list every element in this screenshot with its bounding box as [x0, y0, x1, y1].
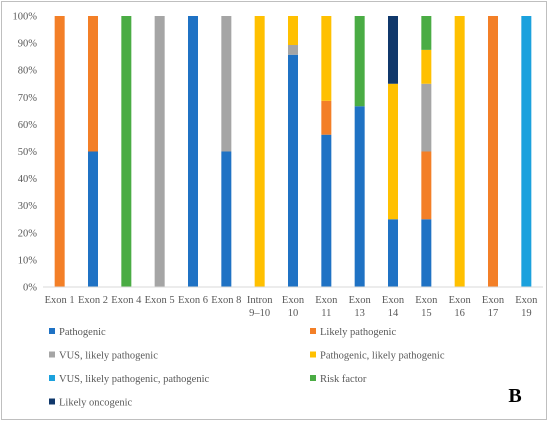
bar-segment [521, 16, 532, 287]
x-tick-label: Exon [282, 295, 305, 306]
bar-segment [221, 16, 232, 152]
bar-segment [321, 134, 332, 287]
x-tick-label: Intron [247, 295, 273, 306]
bar-segment [121, 16, 132, 287]
bar-segment [88, 16, 98, 152]
bar-segment [288, 44, 298, 55]
y-tick-label: 50% [18, 147, 38, 158]
bar-segment [388, 83, 398, 220]
bar-segment [288, 54, 298, 288]
bars-layer [54, 16, 532, 288]
bar-segment [154, 16, 165, 287]
bar-segment [288, 16, 298, 45]
bar-segment [321, 16, 332, 101]
y-tick-label: 90% [18, 39, 38, 50]
x-tick-label: 16 [454, 308, 465, 319]
bar-segment [221, 151, 232, 287]
x-tick-label: 17 [488, 308, 499, 319]
legend-swatch [310, 351, 316, 358]
y-axis-ticks: 0% 10% 20% 30% 40% 50% 60% 70% 80% 90% 100% [13, 12, 38, 294]
x-tick-label: Exon 4 [111, 295, 142, 306]
x-axis-ticks: Exon 1 Exon 2 Exon 4 Exon 5 Exon 6 Exon 8 Intr… [45, 295, 539, 319]
x-tick-label: Exon 5 [145, 295, 175, 306]
y-tick-label: 0% [23, 283, 37, 294]
bar-segment [254, 16, 265, 287]
x-tick-label: 9–10 [249, 308, 270, 319]
x-tick-label: Exon 1 [45, 295, 75, 306]
bar-segment [354, 16, 365, 107]
y-tick-label: 70% [18, 93, 38, 104]
x-tick-label: Exon 6 [178, 295, 208, 306]
y-tick-label: 20% [18, 228, 38, 239]
legend-swatch [49, 351, 55, 358]
x-tick-label: Exon [349, 295, 372, 306]
legend-swatch [49, 398, 55, 405]
x-tick-label: 15 [421, 308, 432, 319]
bar-segment [454, 16, 465, 287]
legend-swatch [49, 375, 55, 381]
legend-label: Pathogenic [59, 327, 106, 338]
legend: Pathogenic Likely pathogenic VUS, likely p… [49, 327, 445, 409]
y-tick-label: 40% [18, 174, 38, 185]
y-tick-label: 10% [18, 255, 38, 266]
bar-segment [388, 219, 398, 287]
bar-segment [421, 219, 432, 287]
bar-segment [488, 16, 498, 287]
x-tick-label: Exon [382, 295, 405, 306]
bar-segment [88, 151, 98, 287]
x-tick-label: Exon [315, 295, 338, 306]
bar-segment [321, 100, 332, 135]
bar-segment [388, 16, 398, 84]
x-tick-label: 10 [288, 308, 299, 319]
legend-swatch [49, 328, 55, 334]
legend-label: VUS, likely pathogenic [59, 351, 158, 362]
x-tick-label: Exon [415, 295, 438, 306]
bar-segment [54, 16, 65, 287]
x-tick-label: 19 [521, 308, 532, 319]
legend-swatch [310, 375, 316, 381]
y-tick-label: 30% [18, 201, 38, 212]
y-tick-label: 100% [13, 12, 38, 23]
bar-segment [421, 151, 432, 220]
x-tick-label: 14 [388, 308, 399, 319]
x-tick-label: 11 [321, 308, 331, 319]
bar-segment [188, 16, 198, 287]
legend-swatch [310, 328, 316, 334]
x-tick-label: Exon 8 [211, 295, 241, 306]
legend-label: VUS, likely pathogenic, pathogenic [59, 374, 210, 385]
x-tick-label: Exon [482, 295, 505, 306]
bar-segment [354, 106, 365, 287]
x-tick-label: 13 [354, 308, 365, 319]
x-tick-label: Exon 2 [78, 295, 108, 306]
bar-segment [421, 16, 432, 50]
legend-label: Likely pathogenic [320, 327, 396, 338]
legend-label: Pathogenic, likely pathogenic [320, 351, 445, 362]
y-tick-label: 60% [18, 120, 38, 131]
y-tick-label: 80% [18, 66, 38, 77]
panel-label: B [508, 385, 521, 407]
legend-label: Risk factor [320, 374, 367, 385]
x-tick-label: Exon [449, 295, 472, 306]
bar-segment [421, 49, 432, 84]
x-tick-label: Exon [515, 295, 538, 306]
legend-label: Likely oncogenic [59, 398, 133, 409]
bar-segment [421, 83, 432, 152]
